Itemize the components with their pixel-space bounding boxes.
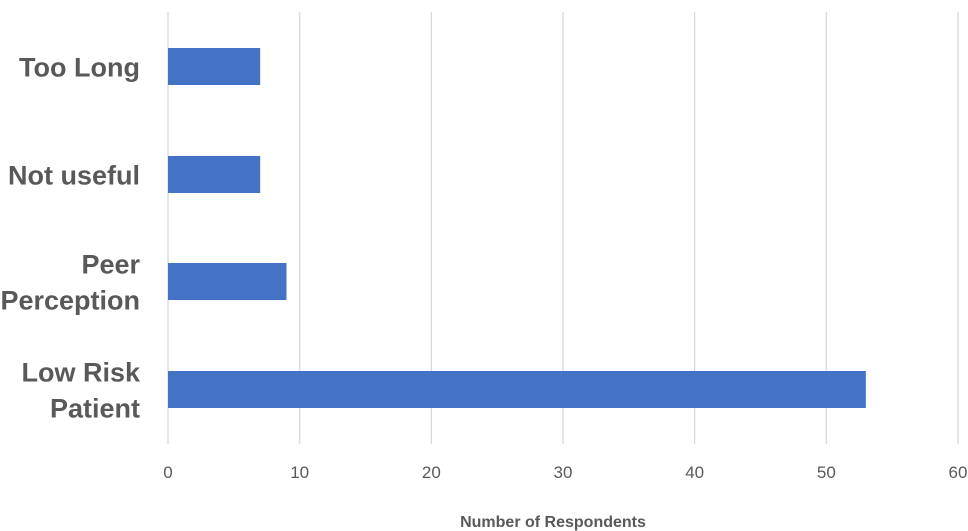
bar-not-useful <box>168 156 261 193</box>
bar-low-risk-patient <box>168 371 866 408</box>
category-label: Not useful <box>8 161 140 191</box>
category-label: Patient <box>50 394 140 424</box>
x-tick-label: 20 <box>422 463 441 482</box>
x-axis-title: Number of Respondents <box>460 514 646 531</box>
x-tick-label: 10 <box>290 463 309 482</box>
bars <box>168 48 866 408</box>
x-tick-label: 0 <box>163 463 172 482</box>
x-tick-label: 40 <box>685 463 704 482</box>
category-label: Perception <box>0 286 140 316</box>
x-tick-label: 60 <box>949 463 968 482</box>
bar-peer-perception <box>168 263 287 300</box>
category-label: Low Risk <box>21 358 141 388</box>
x-axis-tick-labels: 0 10 20 30 40 50 60 <box>163 463 967 482</box>
bar-too-long <box>168 48 261 85</box>
category-label: Peer <box>81 250 140 280</box>
category-labels: Too Long Not useful Peer Perception Low Risk… <box>0 53 141 424</box>
x-tick-label: 50 <box>817 463 836 482</box>
x-tick-label: 30 <box>554 463 573 482</box>
category-label: Too Long <box>19 53 140 83</box>
gridlines <box>167 12 959 444</box>
